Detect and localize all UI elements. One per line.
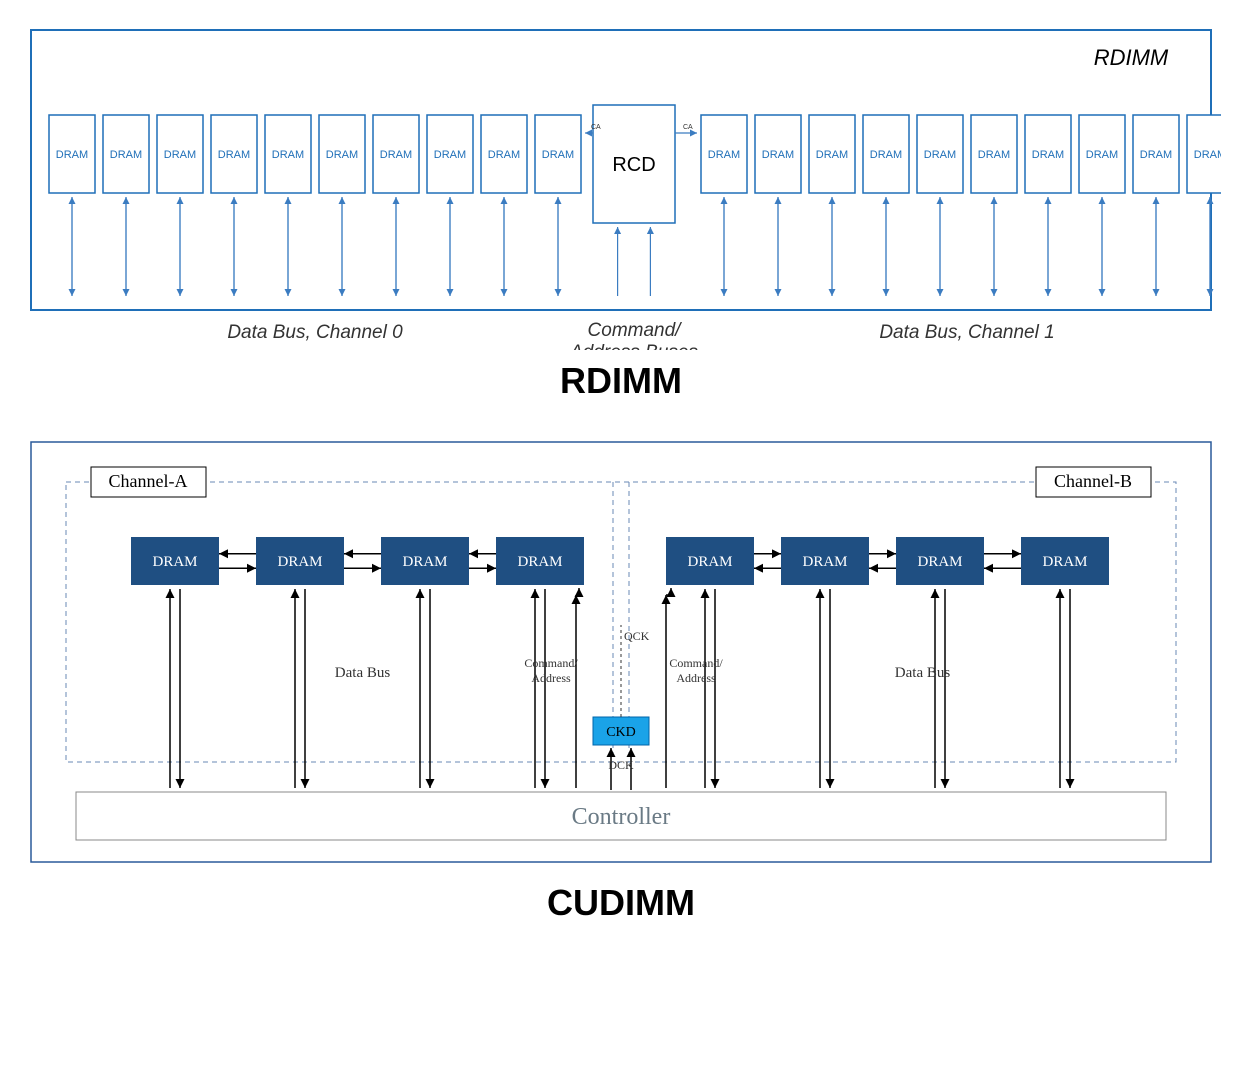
dram-label: DRAM bbox=[978, 149, 1010, 161]
dram-label: DRAM bbox=[488, 149, 520, 161]
dram-label: DRAM bbox=[272, 149, 304, 161]
dram-label: DRAM bbox=[1032, 149, 1064, 161]
dram-label: DRAM bbox=[762, 149, 794, 161]
dram-label: DRAM bbox=[1194, 149, 1221, 161]
rdimm-title: RDIMM bbox=[21, 360, 1221, 402]
dram-label: DRAM bbox=[870, 149, 902, 161]
dram-label: DRAM bbox=[802, 554, 847, 570]
dram-label: DRAM bbox=[152, 554, 197, 570]
channel-a-label-text: Channel-A bbox=[109, 471, 188, 491]
dram-label: DRAM bbox=[542, 149, 574, 161]
bus-right-label: Data Bus, Channel 1 bbox=[879, 322, 1054, 343]
rdimm-diagram: RDIMM DRAM DRAM DRAM DRAM DRAM DRAM DRAM DRAM DRA… bbox=[21, 20, 1221, 350]
dram-label: DRAM bbox=[917, 554, 962, 570]
dram-label: DRAM bbox=[277, 554, 322, 570]
cmd-addr-label-right-1: Command/ bbox=[669, 656, 723, 670]
dram-label: DRAM bbox=[402, 554, 447, 570]
dck-label: DCK bbox=[608, 758, 634, 772]
bus-left-label: Data Bus, Channel 0 bbox=[227, 322, 403, 343]
ca-label: CA bbox=[683, 124, 693, 131]
cmd-addr-label-left-1: Command/ bbox=[524, 656, 578, 670]
dram-label: DRAM bbox=[380, 149, 412, 161]
cmd-addr-label-right-2: Address bbox=[676, 671, 716, 685]
bus-center-label-1: Command/ bbox=[588, 320, 683, 341]
dram-label: DRAM bbox=[924, 149, 956, 161]
dram-label: DRAM bbox=[56, 149, 88, 161]
dram-label: DRAM bbox=[708, 149, 740, 161]
data-bus-label-left: Data Bus bbox=[335, 665, 391, 681]
dram-label: DRAM bbox=[1140, 149, 1172, 161]
channel-b-label-text: Channel-B bbox=[1054, 471, 1132, 491]
dram-label: DRAM bbox=[110, 149, 142, 161]
rdimm-top-label: RDIMM bbox=[1094, 45, 1169, 70]
bus-center-label-2: Address Buses bbox=[569, 342, 698, 350]
dram-label: DRAM bbox=[687, 554, 732, 570]
dram-label: DRAM bbox=[434, 149, 466, 161]
dram-label: DRAM bbox=[218, 149, 250, 161]
dram-label: DRAM bbox=[517, 554, 562, 570]
dram-label: DRAM bbox=[1042, 554, 1087, 570]
qck-label: QCK bbox=[624, 629, 650, 643]
ca-label: CA bbox=[591, 124, 601, 131]
cudimm-title: CUDIMM bbox=[21, 882, 1221, 924]
dram-label: DRAM bbox=[326, 149, 358, 161]
dram-label: DRAM bbox=[816, 149, 848, 161]
cmd-addr-label-left-2: Address bbox=[531, 671, 571, 685]
dram-label: DRAM bbox=[1086, 149, 1118, 161]
cudimm-diagram: Channel-A Channel-B DRAM DRAM DRAM DRAM DRAM DR… bbox=[21, 432, 1221, 872]
ckd-label: CKD bbox=[606, 725, 636, 740]
controller-label: Controller bbox=[572, 804, 671, 830]
rcd-label: RCD bbox=[612, 154, 655, 176]
dram-label: DRAM bbox=[164, 149, 196, 161]
data-bus-label-right: Data Bus bbox=[895, 665, 951, 681]
